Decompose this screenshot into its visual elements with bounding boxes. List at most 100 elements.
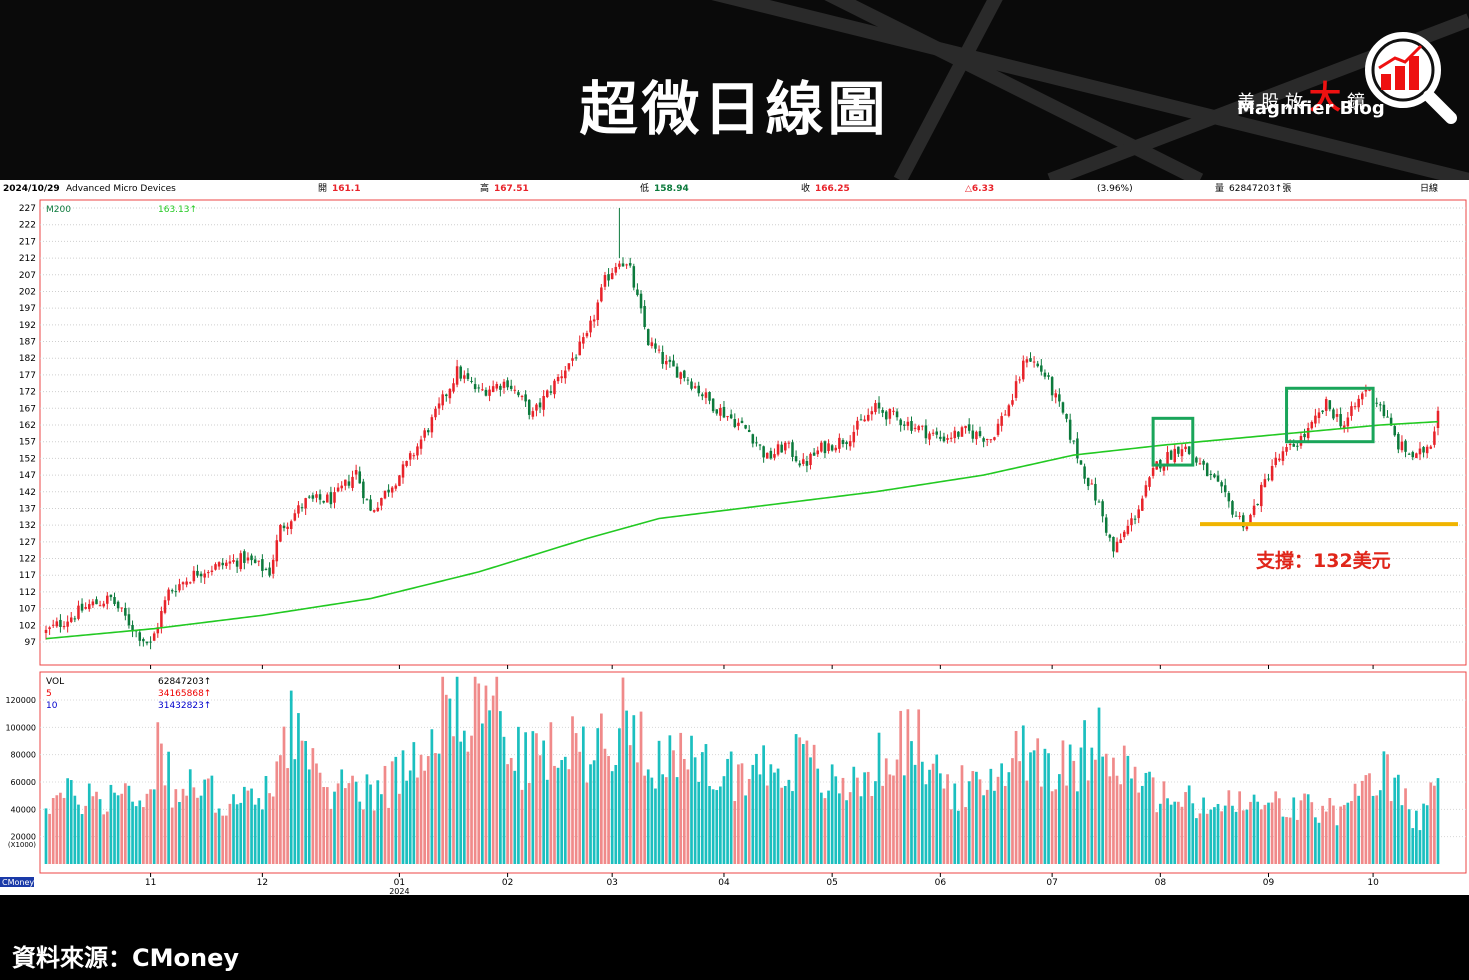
volume-bar [596, 728, 600, 864]
volume-bar [282, 726, 286, 864]
candle-body [174, 591, 178, 593]
volume-bar [830, 764, 834, 864]
volume-bar [535, 733, 538, 864]
candle-body [921, 425, 924, 427]
volume-bar [1389, 801, 1393, 864]
candle-body [553, 380, 556, 395]
candle-body [116, 601, 120, 609]
candle-body [1007, 405, 1011, 416]
volume-bar [531, 731, 535, 864]
price-tick-label: 182 [19, 354, 36, 364]
candle-body [502, 381, 506, 388]
candle-body [239, 553, 242, 570]
candle-body [838, 437, 841, 449]
candle-body [1094, 483, 1097, 501]
volume-bar [232, 794, 235, 864]
volume-bar [1339, 806, 1342, 864]
volume-bar [621, 677, 625, 864]
candle-body [1202, 460, 1205, 465]
price-tick-label: 217 [19, 237, 36, 247]
volume-bar [931, 763, 935, 864]
price-tick-label: 152 [19, 454, 36, 464]
volume-bar [1263, 804, 1267, 864]
volume-bar [798, 737, 802, 864]
candle-body [156, 627, 160, 634]
volume-bar [819, 792, 823, 864]
candle-body [1321, 410, 1324, 413]
candle-body [971, 430, 975, 439]
x-tick-label: 01 [394, 878, 405, 888]
candle-body [975, 431, 978, 440]
price-tick-label: 97 [25, 638, 36, 648]
candle-body [181, 582, 185, 585]
volume-bar [217, 808, 221, 864]
x-tick-label: 03 [606, 878, 617, 888]
candle-body [1043, 372, 1047, 377]
volume-bar [80, 814, 84, 864]
volume-bar [376, 780, 380, 864]
volume-bar [1198, 813, 1202, 864]
volume-bar [1303, 793, 1306, 864]
volume-bar [170, 807, 174, 864]
candle-body [322, 500, 325, 503]
candle-body [84, 607, 87, 609]
candle-body [452, 383, 455, 392]
candle-body [913, 427, 917, 429]
volume-bar [145, 793, 149, 864]
candle-body [1422, 447, 1425, 453]
volume-bar [1061, 740, 1065, 864]
price-tick-label: 177 [19, 371, 36, 381]
volume-bar [697, 781, 701, 864]
candle-body [289, 521, 293, 529]
candle-body [1274, 457, 1277, 466]
volume-bar [783, 785, 787, 864]
candle-body [820, 442, 823, 452]
volume-bar [1256, 801, 1260, 864]
volume-bar [1205, 813, 1209, 864]
volume-bar [477, 683, 481, 864]
volume-bar [365, 774, 369, 864]
candle-body [170, 590, 174, 592]
candle-body [957, 431, 960, 437]
candle-body [527, 399, 531, 415]
volume-bar [416, 777, 419, 864]
price-tick-label: 157 [19, 438, 36, 448]
volume-bar [1097, 707, 1101, 864]
candle-body [329, 492, 333, 505]
candle-body [44, 629, 48, 633]
candle-body [1245, 526, 1249, 530]
volume-bar [618, 728, 621, 864]
volume-bar [62, 797, 66, 864]
candle-body [888, 408, 892, 419]
candle-body [1058, 394, 1061, 402]
volume-bar [405, 780, 408, 864]
volume-bar [437, 753, 441, 864]
volume-bar [589, 764, 592, 864]
volume-bar [1144, 772, 1148, 864]
volume-bar [1158, 803, 1162, 864]
volume-bar [178, 801, 181, 864]
candle-body [250, 555, 253, 561]
candle-body [582, 337, 585, 344]
volume-bar [1288, 817, 1292, 864]
candle-body [993, 437, 996, 440]
candle-body [120, 607, 123, 609]
candle-body [365, 499, 369, 501]
volume-bar [206, 778, 210, 864]
magnifier-logo-icon [1365, 32, 1457, 124]
vol-legend-value: 62847203↑ [158, 677, 211, 687]
volume-bar [398, 793, 401, 864]
candle-body [538, 402, 542, 408]
volume-bar [848, 792, 852, 864]
candle-body [362, 481, 365, 499]
volume-bar [105, 811, 109, 864]
volume-bar [1407, 809, 1411, 864]
volume-unit-label: (X1000) [8, 841, 36, 849]
volume-bar [188, 769, 192, 864]
volume-tick-label: 60000 [11, 778, 36, 787]
candle-body [895, 411, 899, 418]
volume-bar [113, 792, 116, 864]
price-tick-label: 147 [19, 471, 36, 481]
volume-bar [315, 763, 318, 864]
volume-bar [51, 798, 55, 864]
